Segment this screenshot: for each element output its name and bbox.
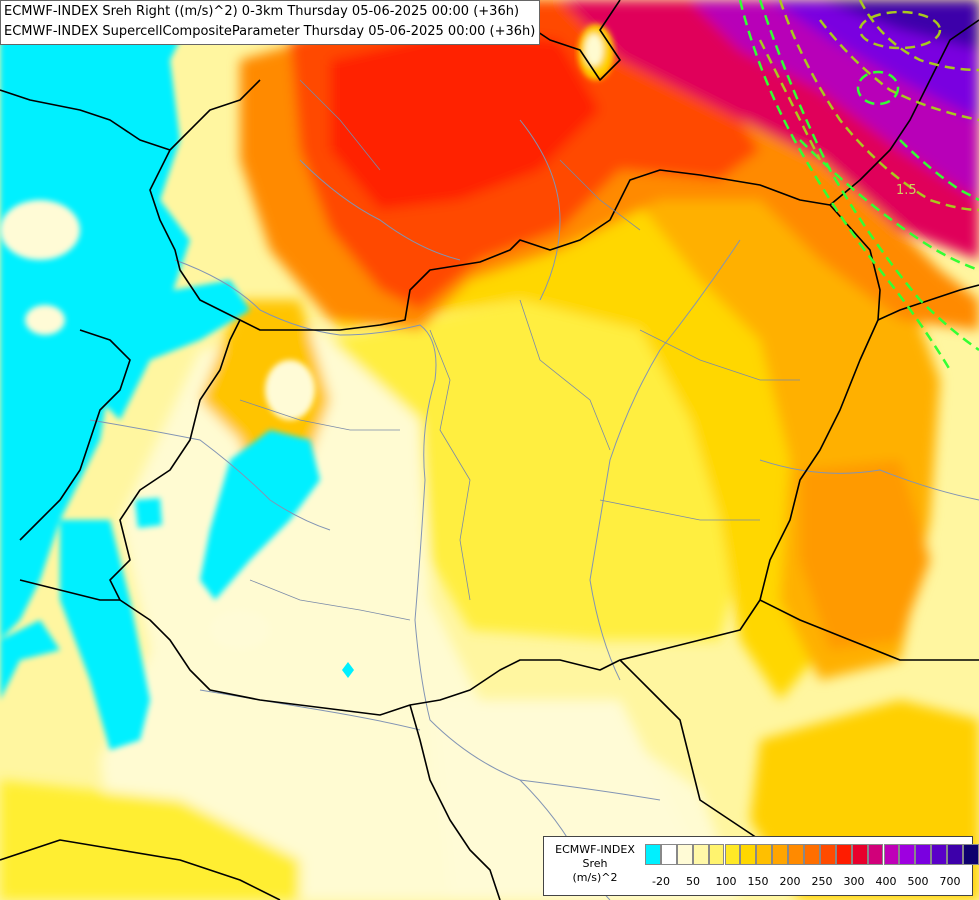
field-red-north-core [330, 30, 600, 210]
title-scp: ECMWF-INDEX SupercellCompositeParameter … [4, 24, 536, 39]
county-line-8 [299, 79, 381, 171]
river-danube [174, 259, 661, 801]
hotspot-inner [585, 34, 603, 66]
legend-swatch [835, 844, 852, 865]
legend-swatch [819, 844, 836, 865]
border-austria-slovakia [149, 79, 261, 321]
scp-contour-2 [758, 0, 979, 352]
legend-swatch [804, 844, 820, 865]
legend-source: ECMWF-INDEX [555, 843, 635, 856]
legend-swatch [740, 844, 757, 865]
cyan-west-main [0, 0, 200, 640]
border-northeast [829, 19, 979, 206]
pale-island-1 [0, 200, 80, 260]
scp-contour-outer [738, 0, 952, 371]
legend-tick: 150 [747, 875, 769, 888]
border-sw-bottom [0, 839, 281, 900]
cyan-west-edge [0, 620, 60, 700]
legend-swatch [660, 844, 677, 865]
river-west [89, 419, 331, 531]
scp-contour-7 [899, 139, 979, 202]
map-title-box: ECMWF-INDEX Sreh Right ((m/s)^2) 0-3km T… [0, 0, 541, 45]
county-borders [239, 79, 800, 621]
legend-tick: 700 [939, 875, 961, 888]
legend-swatch [772, 844, 789, 865]
scp-contour-4 [778, 0, 979, 212]
county-line-7 [559, 159, 641, 231]
legend-swatch [645, 844, 661, 865]
river-east [759, 459, 979, 501]
legend-swatch [724, 844, 741, 865]
legend-tick: 50 [686, 875, 700, 888]
field-indigo-ne [820, 0, 979, 50]
border-west-1 [0, 89, 171, 151]
scp-contour-label: 1.5 [896, 183, 917, 198]
scp-contour-ring-2 [858, 10, 942, 50]
legend-tick: 200 [779, 875, 801, 888]
title-sreh: ECMWF-INDEX Sreh Right ((m/s)^2) 0-3km T… [4, 4, 520, 19]
border-hungary [109, 169, 881, 716]
legend-variable: Sreh [582, 857, 608, 870]
legend-tick: -20 [652, 875, 670, 888]
scp-contour-8 [758, 39, 822, 161]
legend-swatch [883, 844, 900, 865]
river-drava [199, 689, 421, 731]
legend-swatch [915, 844, 932, 865]
scp-contour-6 [858, 0, 979, 72]
border-west-2 [19, 329, 131, 541]
pale-islands [0, 200, 315, 650]
legend-swatch [899, 844, 916, 865]
legend-swatch [676, 844, 693, 865]
scp-contour-3 [799, 139, 979, 272]
cyan-southwest-finger [60, 520, 150, 750]
legend-unit: (m/s)^2 [572, 871, 618, 884]
legend-tick: 100 [715, 875, 737, 888]
field-orange-east-core [800, 460, 930, 650]
legend-swatch [756, 844, 773, 865]
county-line-3 [639, 329, 800, 381]
legend-swatch [931, 844, 948, 865]
field-bright-yellow-s [0, 780, 300, 900]
pale-island-3 [265, 360, 315, 420]
cyan-tiny-diamond [342, 662, 354, 678]
negative-sreh-regions [0, 0, 320, 750]
pale-island-2 [25, 305, 65, 335]
pale-island-4 [210, 610, 270, 650]
legend-swatch [867, 844, 884, 865]
legend-swatch [963, 844, 979, 865]
cyan-west-tongue [100, 280, 250, 420]
scp-contours [738, 0, 979, 371]
color-legend: ECMWF-INDEX Sreh (m/s)^2 -20 50 100 150 200 2… [543, 836, 979, 896]
cyan-small-blob [135, 498, 162, 528]
county-line-1 [429, 329, 471, 601]
river-north-2 [519, 119, 561, 301]
legend-tick: 400 [875, 875, 897, 888]
legend-swatch [788, 844, 804, 865]
legend-swatch [708, 844, 725, 865]
scp-contour-ring [856, 70, 900, 106]
county-line-2 [519, 299, 611, 451]
scp-contour-5 [819, 19, 979, 122]
legend-tick: 300 [843, 875, 865, 888]
border-southeast [619, 659, 761, 841]
border-se-far [759, 599, 979, 661]
legend-tick: 500 [907, 875, 929, 888]
legend-swatch [692, 844, 709, 865]
river-tisza [589, 239, 741, 681]
legend-label: ECMWF-INDEX Sreh (m/s)^2 [546, 843, 644, 885]
cyan-central-blob [200, 430, 320, 600]
river-north-1 [299, 159, 461, 261]
county-line-5 [239, 399, 400, 431]
border-south [409, 704, 501, 900]
county-line-4 [599, 499, 760, 521]
legend-swatch [947, 844, 963, 865]
legend-swatch [851, 844, 868, 865]
legend-tick: 250 [811, 875, 833, 888]
border-southwest [19, 579, 120, 601]
border-east [877, 284, 979, 321]
field-yellow-center [330, 300, 740, 640]
county-line-6 [249, 579, 411, 621]
